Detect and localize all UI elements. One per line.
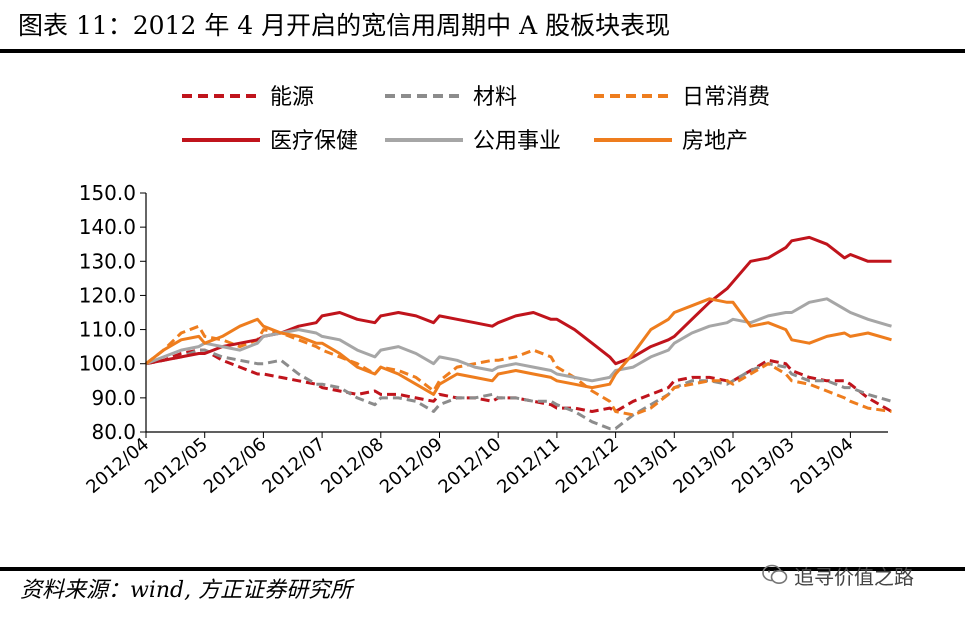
source-note: 资料来源：wind, 方正证券研究所 — [20, 578, 353, 603]
x-tick-label: 2012/08 — [317, 434, 388, 498]
series-layer — [145, 235, 893, 431]
legend-label: 医疗保健 — [270, 129, 358, 154]
y-tick-label: 90.0 — [91, 386, 136, 410]
legend-label: 日常消费 — [682, 85, 770, 110]
series-line — [145, 348, 893, 413]
series-line — [145, 235, 892, 366]
x-tick-label: 2012/10 — [435, 434, 506, 498]
series-line — [145, 324, 892, 417]
y-tick-label: 110.0 — [79, 318, 136, 342]
wechat-icon — [762, 564, 788, 584]
series-line — [145, 297, 892, 383]
x-tick-label: 2012/06 — [200, 434, 271, 498]
chart-title: 图表 11：2012 年 4 月开启的宽信用周期中 A 股板块表现 — [18, 11, 671, 40]
y-tick-label: 80.0 — [91, 420, 136, 444]
legend-label: 能源 — [270, 85, 314, 110]
x-tick-label: 2012/07 — [259, 434, 330, 498]
x-tick-label: 2012/09 — [376, 434, 447, 498]
watermark-text: 追寻价值之路 — [794, 564, 914, 589]
top-rule — [0, 49, 965, 53]
series-line — [145, 297, 892, 396]
y-tick-label: 100.0 — [79, 352, 136, 376]
x-tick-label: 2013/01 — [611, 434, 682, 498]
x-tick-label: 2013/04 — [787, 434, 858, 498]
y-tick-label: 150.0 — [79, 181, 136, 205]
legend-label: 房地产 — [682, 129, 748, 154]
x-tick-label: 2012/05 — [141, 434, 212, 498]
series-line — [145, 348, 892, 431]
watermark: 追寻价值之路 — [762, 560, 914, 590]
y-tick-label: 130.0 — [79, 249, 136, 273]
x-tick-label: 2013/03 — [728, 434, 799, 498]
x-tick-label: 2012/12 — [552, 434, 623, 498]
x-tick-label: 2012/11 — [493, 434, 564, 498]
y-tick-label: 120.0 — [79, 283, 136, 307]
x-tick-label: 2013/02 — [669, 434, 740, 498]
legend-label: 公用事业 — [473, 129, 561, 154]
y-tick-label: 140.0 — [79, 215, 136, 239]
bottom-rule — [0, 567, 965, 571]
legend-label: 材料 — [473, 85, 517, 110]
